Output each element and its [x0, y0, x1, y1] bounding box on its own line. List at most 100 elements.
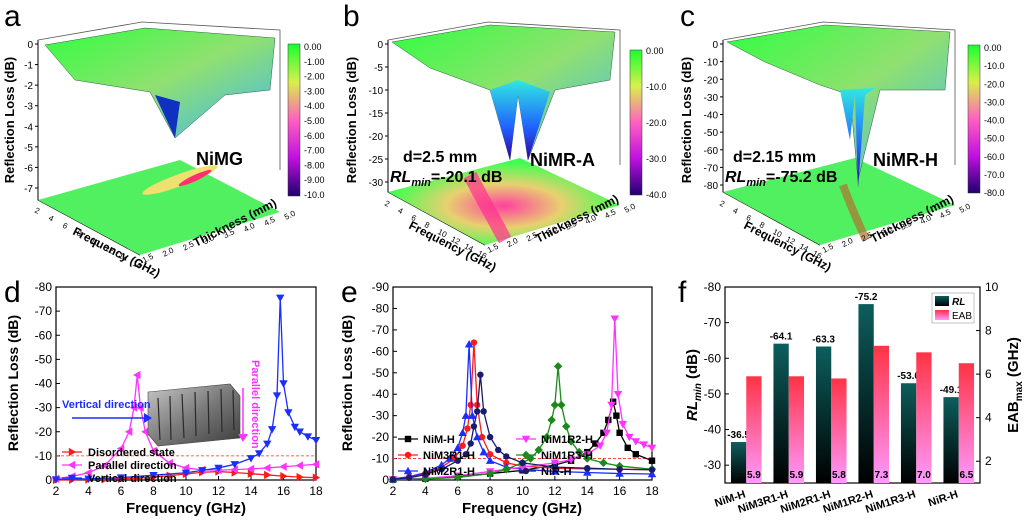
e-x-tick-label: 6 — [454, 484, 461, 498]
d-series-point — [246, 455, 256, 463]
e-series-point — [624, 444, 631, 452]
panel-c-colorbar-ticks: 0.00 -10.0 -20.0 -30.0 -40.0 -50.0 -60.0 -70.0 -… — [984, 43, 1005, 198]
panel-a-surface — [44, 27, 276, 139]
e-series-point — [647, 469, 657, 478]
c-colorbar-label: -20.0 — [984, 79, 1005, 89]
d-series-point — [272, 392, 282, 400]
e-series-point — [534, 445, 543, 455]
a-freq-tick-label: 2 — [33, 206, 42, 216]
e-y-tick-label: -20 — [372, 430, 390, 444]
d-series-point — [312, 473, 321, 482]
e-series-point — [437, 460, 446, 469]
panel-c-surface — [726, 24, 951, 181]
d-y-tick-label: 0 — [45, 473, 52, 487]
panel-a-z-label: Reflection Loss (dB) — [2, 57, 17, 183]
panel-b-letter: b — [343, 0, 360, 33]
panel-e-x-label: Frequency (GHz) — [462, 500, 582, 517]
d-series-point — [230, 461, 239, 469]
panel-f-bars: -36.5 5.9 -64.1 5.9 -63.3 5.8 -75.2 7.3 -53.0 7.0… — [727, 292, 975, 483]
e-series-point — [615, 469, 624, 477]
a-z-tick-label: -4 — [24, 122, 33, 133]
panel-a-box — [37, 21, 281, 170]
e-x-tick-label: 8 — [487, 484, 494, 498]
e-series-point — [479, 447, 488, 456]
e-series-point — [468, 411, 477, 419]
a-thick-tick-label: 5.0 — [283, 208, 297, 221]
e-series-point — [583, 468, 592, 476]
e-series-point — [454, 457, 461, 464]
e-y-tick-label: -50 — [372, 366, 390, 380]
d-series-point — [116, 474, 126, 482]
d-series-point — [254, 450, 264, 458]
c-z-tick-label: -50 — [704, 128, 719, 139]
d-series-point — [198, 467, 207, 475]
panel-d-inset-arrowhead-parallel — [238, 434, 248, 442]
e-series-point — [566, 437, 576, 446]
e-series-point — [445, 454, 454, 462]
d-x-tick-label: 10 — [179, 484, 193, 498]
d-x-tick-label: 16 — [277, 484, 291, 498]
panel-a-surface-dip — [155, 95, 180, 138]
e-x-tick-label: 10 — [516, 484, 530, 498]
e-series-point — [462, 451, 470, 458]
panel-d-x-label: Frequency (GHz) — [126, 500, 246, 517]
f-bar-rl — [943, 397, 959, 483]
d-series-point — [136, 403, 144, 412]
d-series-point — [214, 464, 223, 473]
b-z-tick-label: -20 — [369, 132, 384, 143]
panel-a-z-ticks: 0 -1 -2 -3 -4 -5 -6 -7 — [24, 40, 38, 195]
panel-d-series — [51, 294, 321, 485]
d-legend-marker — [67, 474, 77, 483]
b-colorbar-label: -30.0 — [646, 154, 667, 164]
f-bar-rl-value: -75.2 — [855, 292, 878, 303]
c-freq-tick-label: 4 — [731, 206, 740, 216]
d-series-point — [295, 461, 303, 470]
panel-c: c 0 -10 -20 -30 -40 -50 -60 -70 -80 Reflection L… — [679, 0, 1005, 274]
e-series-point — [472, 432, 482, 441]
panel-c-sample-name: NiMR-H — [873, 150, 938, 170]
d-series-point — [263, 463, 271, 473]
c-colorbar-label: -60.0 — [984, 152, 1005, 162]
d-x-tick-label: 14 — [244, 484, 258, 498]
b-freq-tick-label: 10 — [436, 227, 449, 239]
a-freq-tick-label: 6 — [61, 221, 70, 231]
e-series-point — [502, 465, 511, 474]
e-series-point — [464, 425, 471, 432]
a-colorbar-label: -10.0 — [304, 190, 325, 200]
a-z-tick-label: -2 — [24, 81, 33, 92]
a-colorbar-label: -8.00 — [304, 160, 325, 170]
b-freq-tick-label: 2 — [383, 199, 392, 209]
e-series-point — [470, 339, 478, 346]
panel-c-colorbar — [967, 44, 981, 194]
f-bar-rl-value: -36.5 — [727, 430, 750, 441]
a-colorbar-label: -6.00 — [304, 131, 325, 141]
e-series-point — [519, 459, 526, 467]
a-z-tick-label: -1 — [24, 61, 33, 72]
e-x-tick-label: 18 — [645, 484, 659, 498]
e-y-tick-label: 0 — [382, 473, 389, 487]
d-series-point — [311, 436, 321, 445]
a-z-tick-label: -3 — [24, 102, 33, 113]
e-series-point — [609, 398, 617, 405]
panel-a-colorbar-ticks: 0.00 -1.00 -2.00 -3.00 -4.00 -5.00 -6.00 -7.00 -… — [304, 42, 325, 200]
f-bar-eab-value: 5.9 — [789, 470, 803, 481]
b-freq-tick-label: 6 — [410, 213, 419, 223]
a-colorbar-label: -7.00 — [304, 146, 325, 156]
f-category-label: NiR-H — [927, 488, 960, 509]
d-series-point — [51, 476, 61, 484]
b-colorbar-label: -40.0 — [646, 190, 667, 200]
panel-f-left-label: RLmin (dB) — [684, 349, 704, 421]
f-bar-rl-value: -49.1 — [940, 385, 963, 396]
c-colorbar-label: -50.0 — [984, 134, 1005, 144]
e-series-point — [596, 442, 605, 450]
c-z-tick-label: -40 — [704, 111, 719, 122]
e-series-point — [551, 463, 559, 471]
c-z-tick-label: -30 — [704, 93, 719, 104]
e-legend-marker — [521, 450, 531, 460]
f-bar-eab — [831, 378, 847, 483]
d-series-point — [124, 427, 133, 436]
f-right-tick-label: 6 — [985, 367, 992, 381]
f-bar-rl-value: -64.1 — [770, 332, 793, 343]
c-thick-tick-label: 5.0 — [958, 201, 972, 214]
